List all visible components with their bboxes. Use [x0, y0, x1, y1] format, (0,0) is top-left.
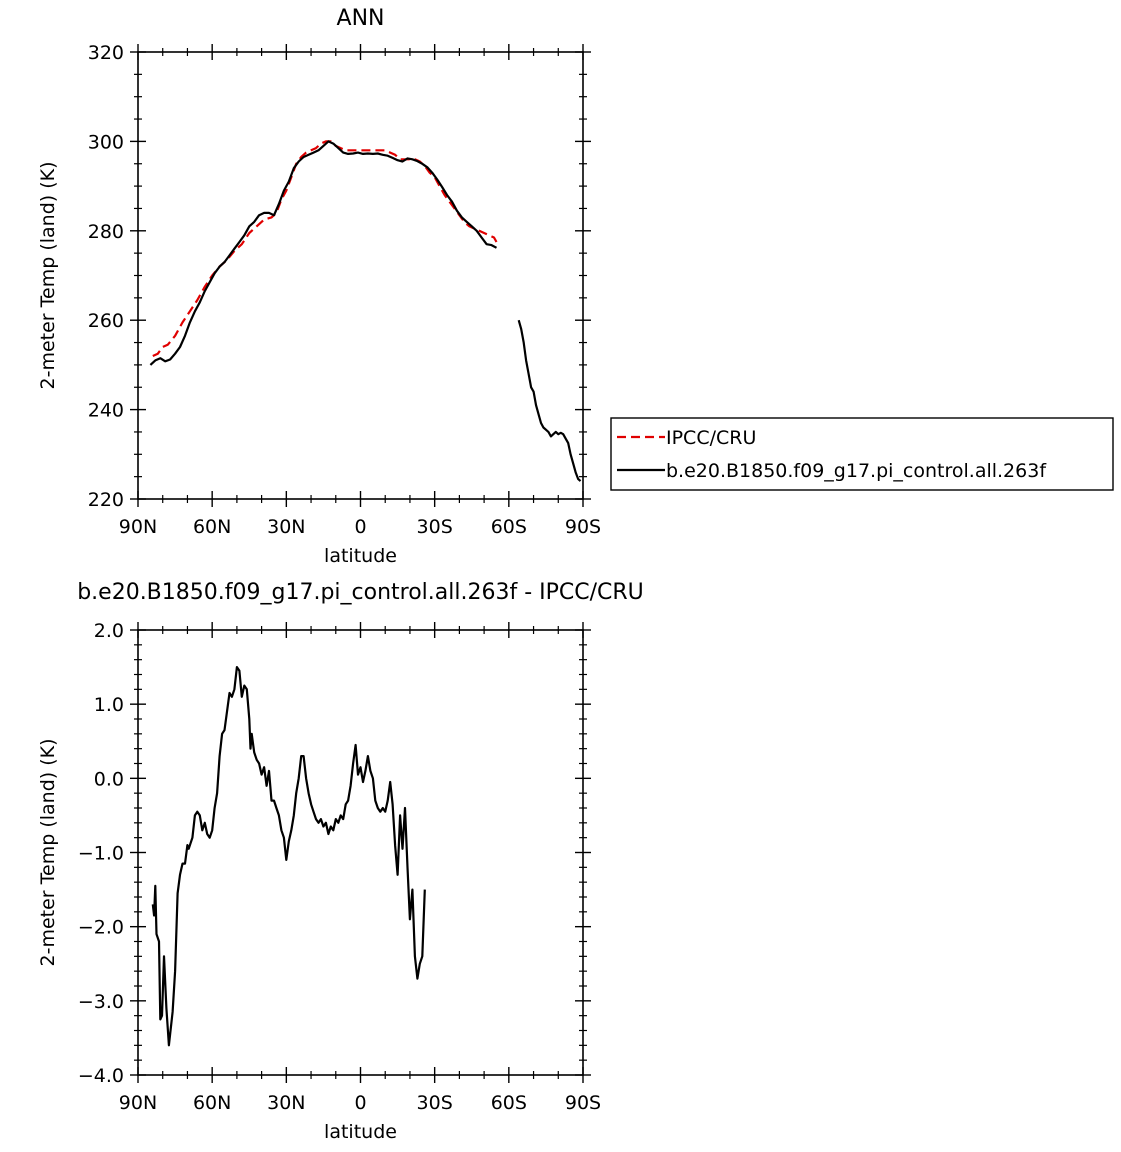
y-tick-label: −2.0: [78, 917, 124, 939]
y-tick-label: 300: [88, 131, 124, 153]
plot-frame: [137, 629, 584, 1076]
y-tick-label: 320: [88, 42, 124, 64]
y-tick-label: 0.0: [94, 768, 124, 790]
x-tick-label: 60S: [491, 1092, 527, 1114]
y-axis-label: 2-meter Temp (land) (K): [37, 739, 59, 967]
y-tick-label: 1.0: [94, 694, 124, 716]
x-tick-label: 90S: [565, 1092, 601, 1114]
chart-2: b.e20.B1850.f09_g17.pi_control.all.263f …: [37, 580, 644, 1143]
x-tick-label: 30S: [417, 1092, 453, 1114]
x-axis-label: latitude: [324, 545, 397, 567]
x-tick-label: 60N: [193, 1092, 231, 1114]
y-tick-label: 240: [88, 400, 124, 422]
y-tick-label: 220: [88, 489, 124, 511]
x-tick-label: 90N: [119, 516, 157, 538]
y-tick-label: −4.0: [78, 1065, 124, 1087]
x-tick-label: 30N: [267, 516, 305, 538]
x-tick-label: 0: [354, 516, 366, 538]
y-tick-label: 2.0: [94, 620, 124, 642]
series-line-2: [149, 140, 498, 366]
x-axis-label: latitude: [324, 1121, 397, 1143]
chart-1: ANN 90N 60N 30N 0 30S 60S 90S 220 240 260 280 300 320…: [37, 6, 601, 567]
legend-label-1: IPCC/CRU: [666, 427, 756, 449]
series-line-1: [152, 140, 498, 357]
legend-box: [610, 417, 1114, 491]
series-line-1: [151, 666, 426, 1047]
series-line-3: [517, 319, 582, 482]
x-tick-label: 30S: [417, 516, 453, 538]
x-tick-label: 90N: [119, 1092, 157, 1114]
legend: IPCC/CRU b.e20.B1850.f09_g17.pi_control.a…: [610, 417, 1114, 491]
plot-frame: [137, 51, 584, 500]
y-tick-label: −3.0: [78, 991, 124, 1013]
x-tick-label: 60N: [193, 516, 231, 538]
y-axis-label: 2-meter Temp (land) (K): [37, 162, 59, 390]
y-tick-label: 260: [88, 310, 124, 332]
x-tick-label: 60S: [491, 516, 527, 538]
legend-label-2: b.e20.B1850.f09_g17.pi_control.all.263f: [666, 460, 1047, 482]
chart-title: b.e20.B1850.f09_g17.pi_control.all.263f …: [77, 580, 644, 605]
x-tick-label: 90S: [565, 516, 601, 538]
chart-title: ANN: [337, 6, 385, 31]
y-tick-label: −1.0: [78, 843, 124, 865]
x-tick-label: 30N: [267, 1092, 305, 1114]
y-tick-label: 280: [88, 221, 124, 243]
x-tick-label: 0: [354, 1092, 366, 1114]
